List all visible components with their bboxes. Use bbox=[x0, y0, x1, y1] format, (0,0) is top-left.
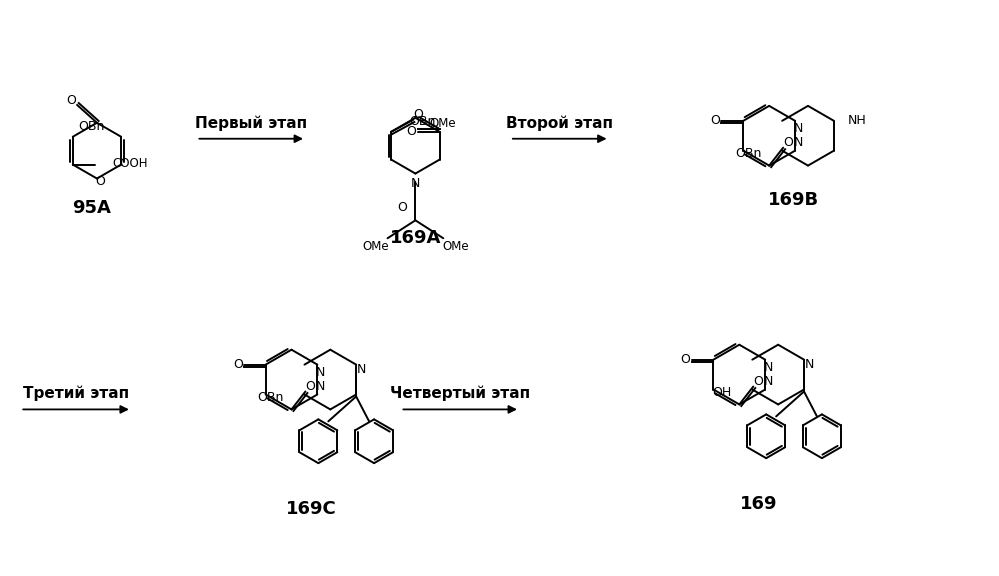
Text: O: O bbox=[783, 136, 793, 149]
Text: N: N bbox=[411, 177, 421, 190]
Text: O: O bbox=[710, 114, 720, 127]
Text: N: N bbox=[804, 358, 813, 371]
Text: O: O bbox=[398, 202, 408, 214]
Text: COOH: COOH bbox=[113, 157, 148, 170]
Text: O: O bbox=[95, 175, 105, 188]
Text: O: O bbox=[306, 380, 316, 393]
Text: N: N bbox=[316, 366, 325, 379]
Text: O: O bbox=[414, 108, 424, 122]
Text: O: O bbox=[66, 94, 76, 107]
Text: N: N bbox=[316, 380, 325, 393]
Text: N: N bbox=[763, 361, 773, 374]
Text: 169A: 169A bbox=[390, 229, 442, 247]
Text: Второй этап: Второй этап bbox=[506, 115, 613, 131]
Text: OBn: OBn bbox=[735, 147, 761, 160]
Text: 95A: 95A bbox=[73, 199, 112, 217]
Text: OMe: OMe bbox=[442, 240, 469, 253]
Text: N: N bbox=[763, 375, 773, 388]
Text: NH: NH bbox=[848, 114, 866, 127]
Text: N: N bbox=[793, 122, 803, 135]
Text: OH: OH bbox=[712, 386, 731, 399]
Text: OBn: OBn bbox=[410, 115, 436, 128]
Text: OMe: OMe bbox=[363, 240, 389, 253]
Text: O: O bbox=[680, 353, 690, 366]
Text: O: O bbox=[753, 375, 763, 388]
Text: O: O bbox=[407, 125, 417, 138]
Text: N: N bbox=[793, 136, 803, 149]
Text: Первый этап: Первый этап bbox=[195, 115, 308, 131]
Text: O: O bbox=[233, 358, 243, 371]
Text: OBn: OBn bbox=[257, 391, 284, 404]
Text: OMe: OMe bbox=[430, 118, 456, 130]
Text: OBn: OBn bbox=[78, 120, 104, 133]
Text: 169: 169 bbox=[740, 495, 777, 513]
Text: Четвертый этап: Четвертый этап bbox=[391, 386, 530, 401]
Text: 169B: 169B bbox=[768, 191, 819, 210]
Text: Третий этап: Третий этап bbox=[23, 386, 129, 401]
Text: N: N bbox=[357, 363, 366, 376]
Text: 169C: 169C bbox=[286, 500, 337, 518]
